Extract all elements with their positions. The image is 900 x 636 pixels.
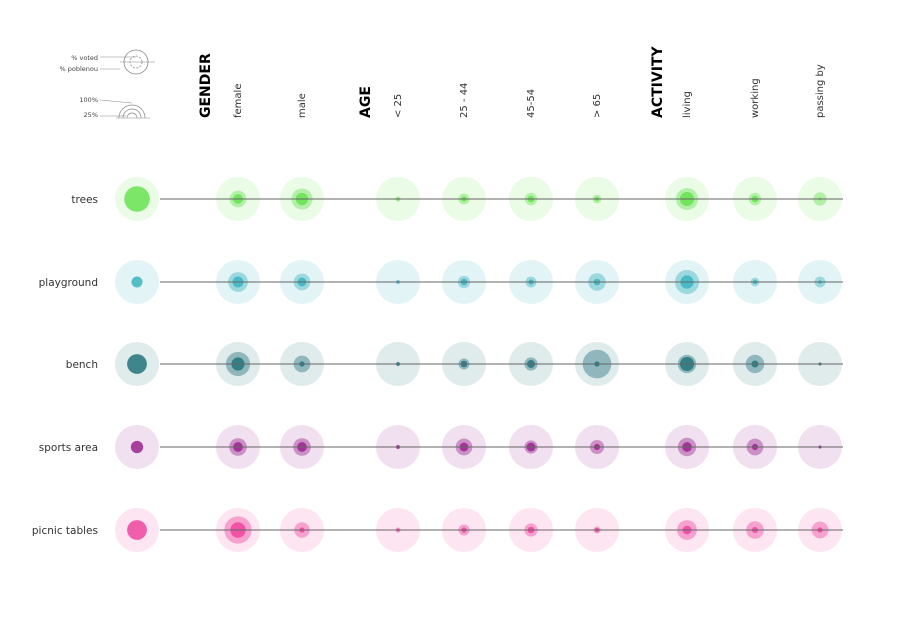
group-label-activity: ACTIVITY — [650, 46, 666, 118]
row-label: trees — [71, 194, 98, 206]
row-bench: bench — [66, 342, 843, 386]
column-label-25: < 25 — [393, 94, 404, 118]
legend-pct-low-label: 25% — [84, 111, 98, 119]
column-label-25-44: 25 - 44 — [459, 83, 470, 118]
legend-poblenou-label: % poblenou — [60, 65, 99, 73]
data-rows: trees playground bench sports area picnic ta… — [32, 177, 843, 552]
column-label-living: living — [682, 91, 693, 118]
legend-arc-large — [118, 104, 146, 119]
legend-voted-label: % voted — [71, 54, 98, 62]
legend-arc-medium — [122, 108, 142, 119]
row-playground: playground — [39, 260, 843, 304]
legend-arc-small — [126, 112, 138, 119]
overall-value-circle — [131, 276, 143, 288]
column-label-working: working — [750, 78, 761, 118]
overall-value-circle — [124, 186, 150, 212]
row-label: playground — [39, 277, 98, 289]
column-label-female: female — [233, 84, 244, 118]
legend: % voted % poblenou 100% 25% — [60, 49, 155, 119]
column-label-45-54: 45-54 — [526, 89, 537, 118]
row-sports-area: sports area — [39, 425, 843, 469]
row-label: picnic tables — [32, 525, 98, 537]
column-label-65: > 65 — [592, 94, 603, 118]
overall-value-circle — [127, 354, 147, 374]
legend-high-leader — [99, 99, 133, 104]
row-label: sports area — [39, 442, 98, 454]
group-label-age: AGE — [358, 86, 374, 118]
overall-value-circle — [130, 440, 144, 454]
row-picnic-tables: picnic tables — [32, 508, 843, 552]
legend-pct-high-label: 100% — [79, 96, 98, 104]
row-trees: trees — [71, 177, 843, 221]
group-label-gender: GENDER — [198, 53, 214, 118]
column-label-passing-by: passing by — [815, 64, 826, 118]
row-label: bench — [66, 359, 98, 371]
overall-value-circle — [127, 520, 147, 540]
column-label-male: male — [297, 93, 308, 118]
column-headers: GENDER female male AGE < 25 25 - 44 45-54 > 65 A… — [198, 46, 826, 118]
